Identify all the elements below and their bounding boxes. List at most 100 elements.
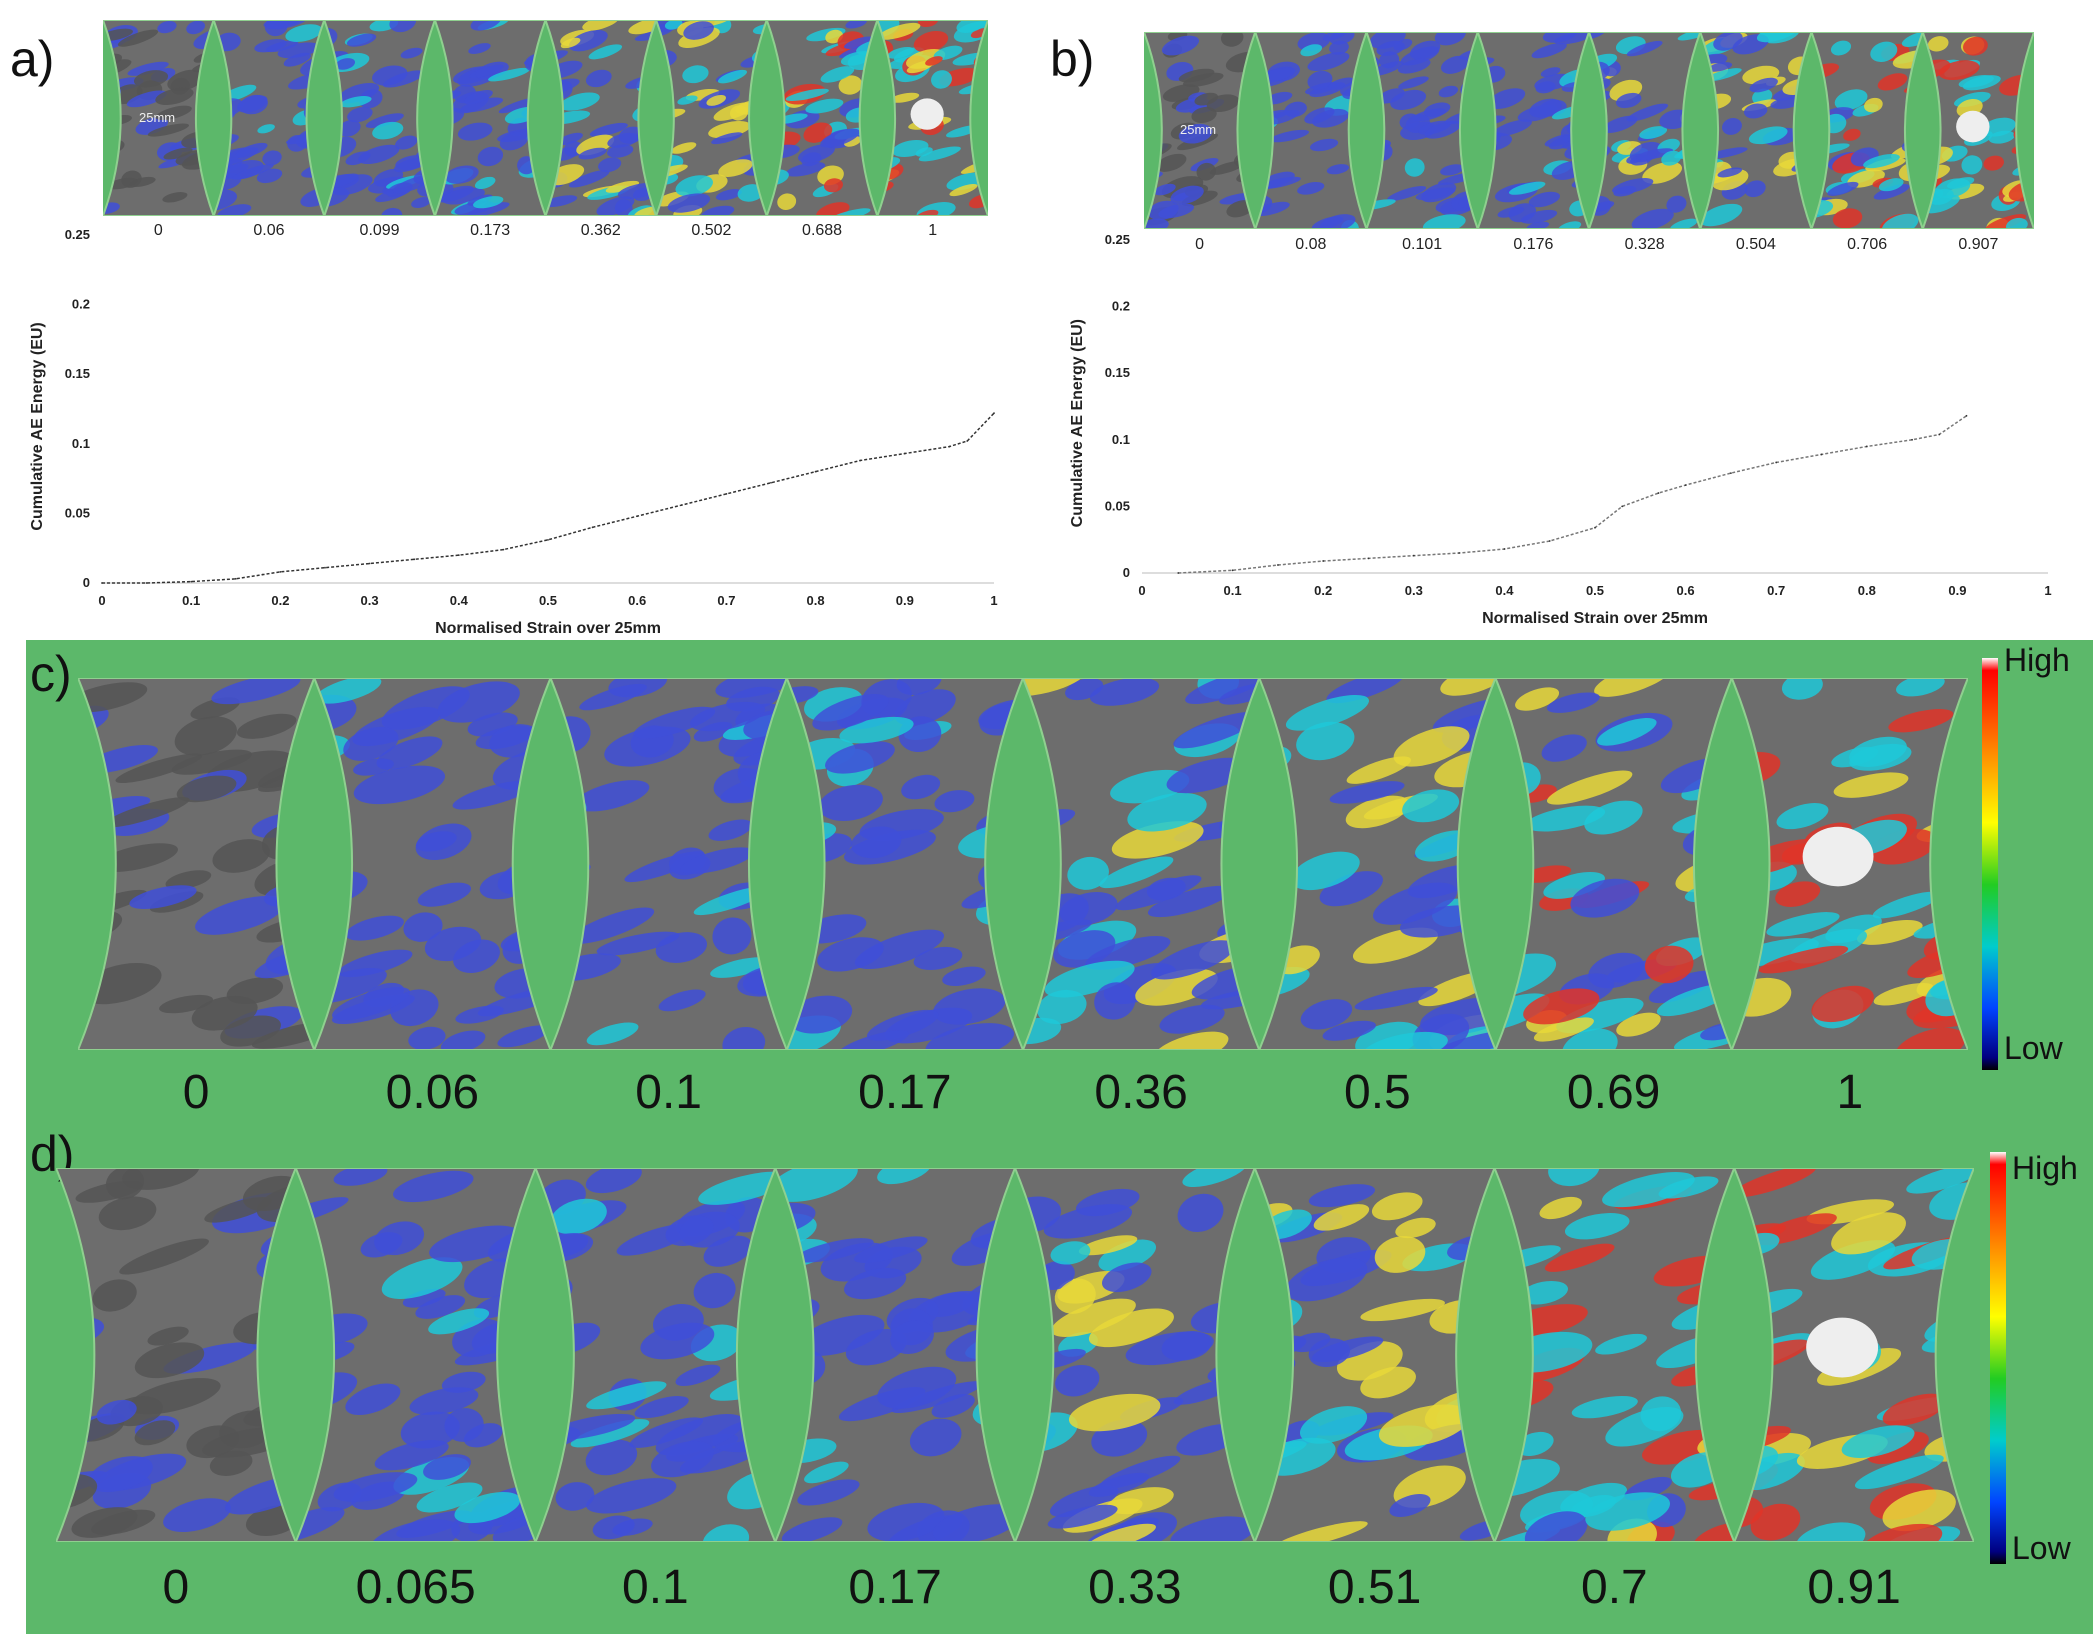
panel-c-strain-label: 0.5 [1344, 1066, 1411, 1119]
panel-b-chart-x-label: Normalised Strain over 25mm [1482, 610, 1708, 627]
panel-a-specimen [766, 20, 878, 216]
panel-a-chart-point [368, 562, 371, 565]
panel-b-strain-label: 0.504 [1735, 236, 1776, 253]
panel-a-chart-x-tick: 0.9 [896, 593, 914, 608]
panel-a-chart-x-tick: 0.4 [450, 593, 469, 608]
panel-b-chart-point [1865, 445, 1868, 448]
panel-b-letter: b) [1050, 31, 1095, 87]
panel-b-chart-point [1820, 453, 1823, 456]
panel-d-strain-label: 0.1 [622, 1561, 689, 1614]
panel-b-chart-x-tick: 0.9 [1948, 583, 1966, 598]
panel-d-specimen [295, 1168, 536, 1542]
panel-a-chart-point [234, 577, 237, 580]
panel-c-letter: c) [30, 646, 72, 702]
panel-b-chart-x-tick: 0.8 [1858, 583, 1876, 598]
panel-c-strain-label: 1 [1836, 1066, 1864, 1119]
panel-a-chart-point [680, 504, 683, 506]
panel-b-chart-x-tick: 1 [2044, 583, 2051, 598]
panel-b-specimen [1366, 32, 1478, 229]
panel-a-chart-point [591, 526, 594, 529]
panel-b-chart-point [1621, 505, 1624, 508]
panel-d-strain-label: 0.51 [1327, 1561, 1422, 1614]
panel-b-chart-point [1938, 433, 1941, 436]
panel-b-chart-y-label: Cumulative AE Energy (EU) [1070, 319, 1086, 527]
panel-a-chart-x-tick: 0.5 [539, 593, 557, 608]
panel-a-specimen [545, 20, 657, 216]
panel-a-chart-x-tick: 0 [98, 593, 105, 608]
panel-b-chart-point [1730, 472, 1732, 474]
panel-a-chart-point [101, 582, 103, 584]
panel-b-chart-point [1367, 557, 1370, 560]
panel-b-specimen [1811, 32, 1923, 229]
panel-a-chart-point [859, 459, 862, 462]
panel-d-colorbar-high: High [2012, 1150, 2078, 1186]
panel-a-chart-y-tick: 0.05 [65, 505, 90, 520]
panel-d-specimen [56, 1168, 296, 1542]
panel-a-chart-point [145, 582, 148, 584]
panel-d-strain-label: 0.33 [1088, 1561, 1182, 1614]
panel-b-chart-point [1322, 560, 1325, 562]
panel-b-chart-point [1657, 492, 1660, 494]
panel-a-chart-point [457, 554, 460, 557]
panel-d-specimen [535, 1168, 776, 1542]
panel-a-chart-y-label: Cumulative AE Energy (EU) [30, 322, 46, 530]
panel-a-chart-point [814, 470, 817, 473]
panel-b-chart-x-tick: 0.1 [1224, 583, 1242, 598]
panel-b-strain-label: 0 [1195, 236, 1205, 253]
panel-a-letter: a) [10, 31, 55, 87]
panel-b-chart-x-tick: 0.7 [1767, 583, 1785, 598]
panel-b-specimen [1922, 32, 2034, 229]
panel-a-chart-point [547, 538, 549, 541]
panel-b-specimen-strip: 25mm [1144, 32, 2034, 229]
panel-a-strain-label: 0 [153, 222, 163, 239]
panel-c-specimen [314, 678, 551, 1050]
panel-b-specimen [1255, 32, 1367, 229]
panel-d-strain-label: 0.065 [355, 1561, 476, 1614]
panel-a-strain-label: 0.688 [802, 222, 843, 239]
panel-d-specimen [1254, 1168, 1495, 1542]
panel-b-chart-series-line [1178, 415, 1967, 574]
panel-a-chart-y-tick: 0.1 [72, 436, 90, 451]
panel-b-specimen [1700, 32, 1812, 229]
panel-a-chart-x-tick: 0.1 [182, 593, 200, 608]
panel-c-specimen [786, 678, 1023, 1050]
panel-a-chart: 0 0.1 0.2 0.3 0.4 0.5 0.6 0.7 0.8 0.9 1 0 0.05 0.1 0.1… [30, 227, 998, 637]
panel-d-strain-label: 0.91 [1807, 1561, 1901, 1614]
panel-a-chart-point [903, 452, 906, 455]
panel-d-strain-label: 0 [162, 1561, 190, 1614]
panel-b-chart-point [1231, 569, 1234, 572]
panel-b-scale-label: 25mm [1180, 122, 1217, 137]
panel-d-strain-label: 0.7 [1581, 1561, 1648, 1614]
panel-a-chart-y-tick: 0.15 [65, 366, 90, 381]
panel-c-colorbar [1982, 658, 1998, 1070]
panel-a-specimen [324, 20, 435, 216]
panel-a-scale-label: 25mm [139, 110, 176, 125]
panel-c-strip-svg [78, 678, 1968, 1050]
panel-d-strain-label: 0.17 [848, 1561, 942, 1614]
panel-b-chart-point [1684, 484, 1687, 486]
panel-a-chart-y-tick: 0.25 [65, 227, 90, 242]
panel-a-strip-svg [103, 20, 988, 216]
panel-a-chart-point [966, 440, 969, 442]
panel-b-chart-point [1277, 564, 1279, 566]
panel-b-specimen [1477, 32, 1589, 229]
panel-d-specimen [775, 1168, 1015, 1542]
panel-a-strain-label: 1 [928, 222, 938, 239]
panel-b-strain-label: 0.101 [1402, 236, 1443, 253]
panel-a-chart-point [502, 548, 505, 551]
panel-a-strain-label: 0.502 [691, 222, 732, 239]
panel-a-chart-x-tick: 0.3 [361, 593, 379, 608]
panel-b-strain-label: 0.907 [1958, 236, 1999, 253]
panel-a-chart-x-tick: 0.6 [628, 593, 646, 608]
panel-c-strain-label: 0.36 [1094, 1066, 1188, 1119]
panel-b-chart-x-tick: 0.2 [1314, 583, 1332, 598]
panel-c-specimen [1259, 678, 1496, 1050]
panel-a-chart-point [636, 515, 639, 518]
panel-a-chart-x-tick: 0.8 [807, 593, 825, 608]
panel-b-strain-label: 0.328 [1624, 236, 1665, 253]
panel-a-chart-point [770, 481, 772, 484]
panel-a-chart-y-tick: 0.2 [72, 297, 90, 312]
panel-c-specimen [1023, 678, 1260, 1050]
panel-c-strain-label: 0.1 [635, 1066, 702, 1119]
panel-b-chart-x-tick: 0 [1138, 583, 1145, 598]
